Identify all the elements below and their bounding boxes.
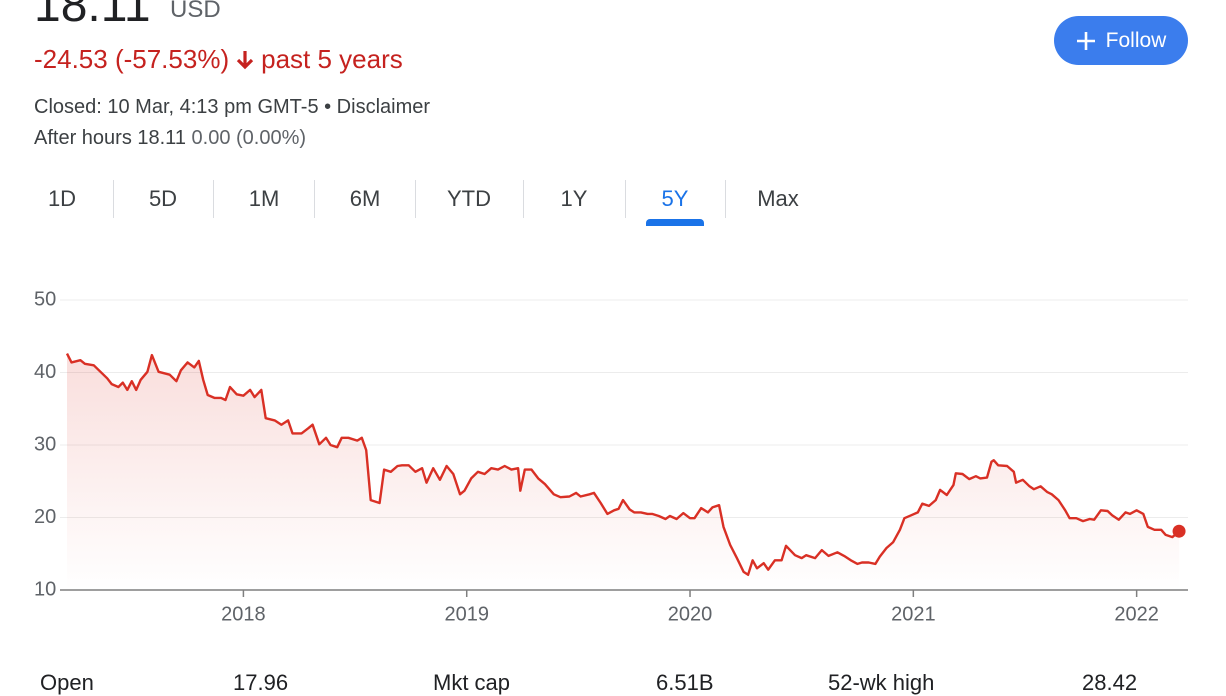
price-line xyxy=(65,353,1180,576)
tab-separator xyxy=(725,180,726,218)
price-area xyxy=(67,353,1180,590)
tab-separator xyxy=(314,180,315,218)
change: -24.53 (-57.53%) xyxy=(34,44,230,74)
y-tick-label: 30 xyxy=(34,433,56,455)
follow-label: Follow xyxy=(1105,28,1167,52)
stat-value: 6.51B xyxy=(656,670,714,695)
tab-separator xyxy=(113,180,114,218)
range-tab[interactable]: Max xyxy=(757,186,799,211)
currency: USD xyxy=(170,0,221,23)
stat-value: 17.96 xyxy=(233,670,289,695)
follow-button[interactable]: Follow xyxy=(1054,16,1188,65)
change-row: -24.53 (-57.53%) past 5 years xyxy=(34,44,403,75)
x-tick-label: 2019 xyxy=(444,603,489,625)
range-tab[interactable]: 5D xyxy=(148,186,178,211)
after-hours-price: After hours 18.11 xyxy=(34,127,186,149)
range-tab[interactable]: 1D xyxy=(47,186,77,211)
x-tick-label: 2021 xyxy=(891,603,936,625)
range-tab[interactable]: 1Y xyxy=(560,186,588,211)
x-tick-label: 2022 xyxy=(1114,603,1159,625)
tab-separator xyxy=(625,180,626,218)
down-arrow-icon xyxy=(236,50,254,69)
stat-label: Mkt cap xyxy=(433,670,511,695)
tab-separator xyxy=(523,180,524,218)
range-tab[interactable]: 1M xyxy=(248,186,280,211)
last-point xyxy=(1172,524,1186,538)
after-hours-change: 0.00 (0.00%) xyxy=(191,127,307,149)
plus-icon xyxy=(1076,31,1095,50)
y-tick-label: 20 xyxy=(34,506,56,528)
x-tick-label: 2018 xyxy=(221,603,266,625)
after-hours: After hours 18.11 0.00 (0.00%) xyxy=(34,127,306,150)
y-tick-label: 50 xyxy=(34,288,56,310)
price: 18.11 xyxy=(34,0,151,32)
range-tab[interactable]: 5Y xyxy=(661,186,689,211)
period: past 5 years xyxy=(261,44,403,74)
tab-separator xyxy=(213,180,214,218)
stat-label: Open xyxy=(40,670,94,695)
closed-info: Closed: 10 Mar, 4:13 pm GMT-5 • Disclaim… xyxy=(34,96,431,118)
tab-separator xyxy=(415,180,416,218)
y-tick-label: 10 xyxy=(34,578,56,600)
y-tick-label: 40 xyxy=(34,361,56,383)
stat-value: 28.42 xyxy=(1082,670,1138,695)
range-tab[interactable]: 6M xyxy=(349,186,381,211)
range-tab[interactable]: YTD xyxy=(447,186,491,211)
stat-label: 52-wk high xyxy=(828,670,935,695)
x-tick-label: 2020 xyxy=(668,603,713,625)
tab-underline xyxy=(646,219,704,226)
range-tabs: 1D 5D 1M 6M YTD 1Y 5Y Max xyxy=(0,178,1226,228)
